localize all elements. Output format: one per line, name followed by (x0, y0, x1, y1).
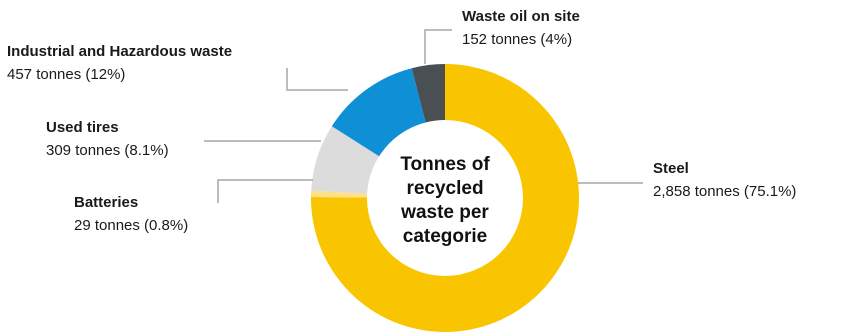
center-label-line-1: Tonnes of (400, 154, 490, 175)
donut-slice-used-tires (311, 126, 380, 194)
leader-lines (204, 29, 643, 203)
center-label-line-2: recycled (406, 178, 483, 199)
slice-value-batteries: 29 tonnes (0.8%) (74, 217, 188, 234)
donut-slices (311, 64, 579, 332)
slice-label-used-tires: Used tires 309 tonnes (8.1%) (46, 119, 169, 159)
slice-name-used-tires: Used tires (46, 119, 119, 136)
slice-value-waste-oil: 152 tonnes (4%) (462, 31, 572, 48)
slice-name-waste-oil: Waste oil on site (462, 8, 580, 25)
leader-batteries (217, 179, 313, 203)
donut-slice-steel (311, 64, 579, 332)
slice-label-waste-oil: Waste oil on site 152 tonnes (4%) (462, 8, 580, 48)
center-label: Tonnes of recycled waste per categorie (400, 154, 490, 247)
leader-waste-oil (424, 29, 452, 64)
slice-label-steel: Steel 2,858 tonnes (75.1%) (653, 160, 796, 200)
slice-label-industrial-hazardous: Industrial and Hazardous waste 457 tonne… (7, 43, 232, 83)
center-label-line-3: waste per (400, 202, 489, 223)
slice-label-batteries: Batteries 29 tonnes (0.8%) (74, 194, 188, 234)
donut-slice-batteries (311, 190, 368, 198)
donut-slice-waste-oil (411, 64, 445, 123)
donut-slice-industrial-hazardous (331, 68, 426, 157)
center-label-line-4: categorie (403, 226, 487, 247)
slice-value-used-tires: 309 tonnes (8.1%) (46, 142, 169, 159)
slice-name-industrial-hazardous: Industrial and Hazardous waste (7, 43, 232, 60)
slice-value-steel: 2,858 tonnes (75.1%) (653, 183, 796, 200)
slice-name-batteries: Batteries (74, 194, 138, 211)
slice-value-industrial-hazardous: 457 tonnes (12%) (7, 66, 125, 83)
leader-industrial-hazardous (286, 68, 348, 91)
slice-name-steel: Steel (653, 160, 689, 177)
